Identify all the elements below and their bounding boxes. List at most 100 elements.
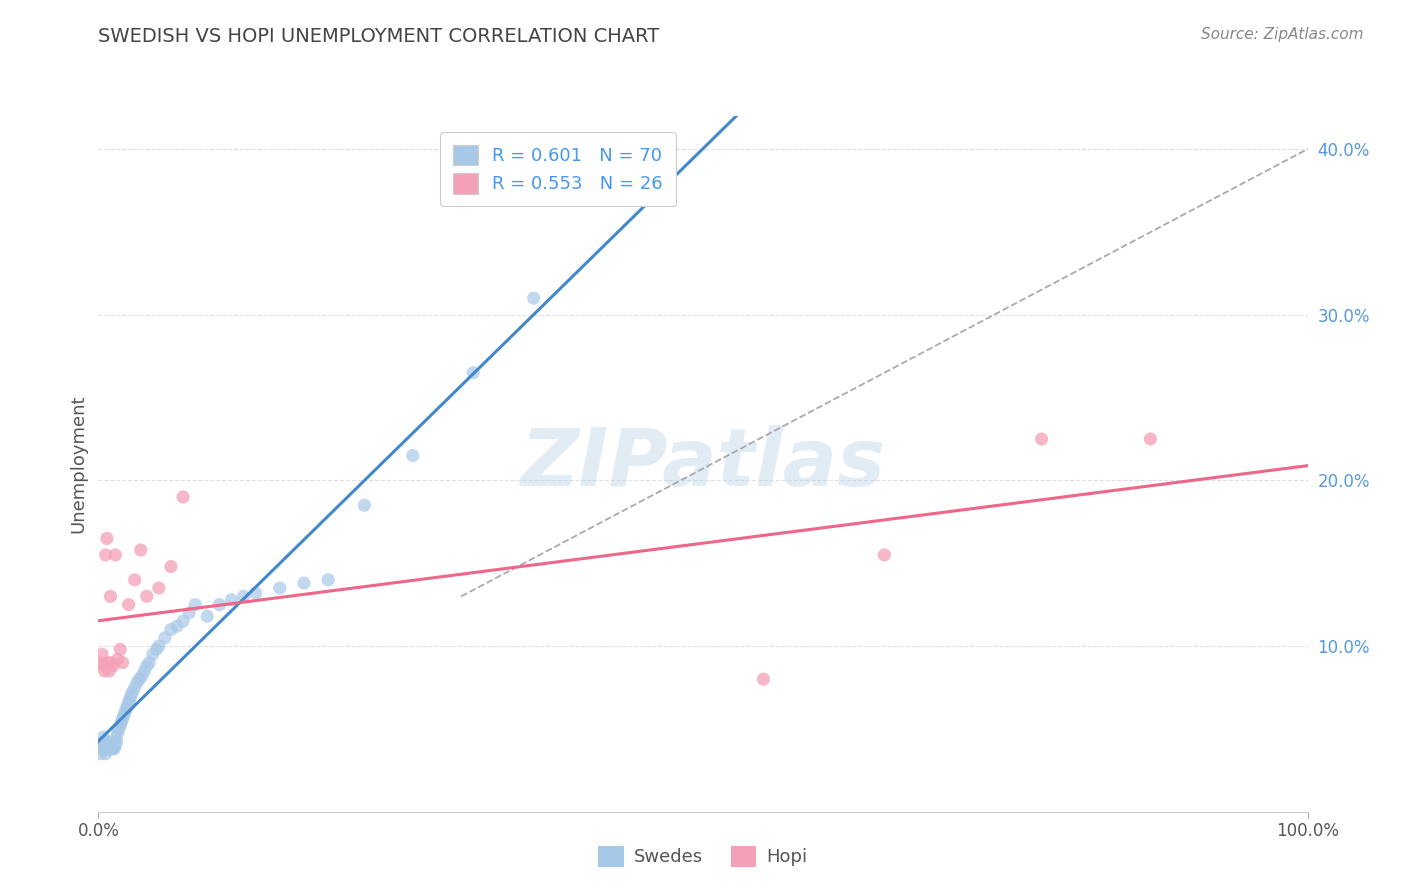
Point — [208, 598, 231, 612]
Point — [118, 598, 141, 612]
Point — [873, 548, 896, 562]
Point — [124, 681, 146, 695]
Point — [93, 664, 115, 678]
Point — [145, 642, 167, 657]
Point — [402, 449, 425, 463]
Point — [148, 639, 170, 653]
Point — [138, 656, 160, 670]
Point — [131, 669, 153, 683]
Point — [108, 722, 131, 736]
Point — [100, 741, 122, 756]
Point — [105, 735, 128, 749]
Point — [232, 590, 254, 604]
Point — [184, 598, 207, 612]
Point — [142, 648, 165, 662]
Text: Source: ZipAtlas.com: Source: ZipAtlas.com — [1201, 27, 1364, 42]
Point — [94, 747, 117, 761]
Point — [135, 590, 157, 604]
Point — [100, 741, 122, 756]
Point — [91, 648, 114, 662]
Point — [93, 739, 115, 753]
Point — [160, 559, 183, 574]
Point — [148, 581, 170, 595]
Point — [153, 631, 176, 645]
Point — [245, 586, 267, 600]
Y-axis label: Unemployment: Unemployment — [69, 394, 87, 533]
Point — [98, 739, 121, 753]
Point — [160, 623, 183, 637]
Point — [100, 739, 122, 753]
Point — [112, 708, 135, 723]
Point — [1031, 432, 1053, 446]
Point — [114, 706, 136, 720]
Text: ZIPatlas: ZIPatlas — [520, 425, 886, 503]
Point — [100, 656, 122, 670]
Point — [98, 741, 121, 756]
Point — [108, 642, 131, 657]
Point — [124, 573, 146, 587]
Point — [127, 675, 149, 690]
Point — [353, 498, 375, 512]
Point — [91, 730, 114, 744]
Point — [177, 606, 201, 620]
Point — [101, 741, 124, 756]
Point — [100, 735, 122, 749]
Text: SWEDISH VS HOPI UNEMPLOYMENT CORRELATION CHART: SWEDISH VS HOPI UNEMPLOYMENT CORRELATION… — [98, 27, 659, 45]
Point — [463, 366, 485, 380]
Point — [110, 715, 132, 730]
Point — [91, 659, 114, 673]
Point — [523, 291, 546, 305]
Point — [90, 656, 112, 670]
Point — [135, 659, 157, 673]
Point — [172, 490, 194, 504]
Point — [129, 543, 152, 558]
Point — [100, 739, 122, 753]
Point — [97, 739, 120, 753]
Point — [1139, 432, 1161, 446]
Point — [91, 735, 114, 749]
Point — [91, 739, 114, 753]
Point — [111, 656, 134, 670]
Point — [195, 609, 218, 624]
Point — [166, 619, 188, 633]
Point — [115, 702, 138, 716]
Point — [96, 532, 118, 546]
Point — [111, 712, 134, 726]
Point — [752, 672, 775, 686]
Point — [172, 614, 194, 628]
Point — [98, 664, 121, 678]
Point — [97, 656, 120, 670]
Point — [93, 741, 115, 756]
Point — [117, 698, 139, 713]
Point — [221, 592, 243, 607]
Point — [91, 741, 114, 756]
Point — [104, 548, 127, 562]
Point — [316, 573, 339, 587]
Point — [128, 672, 150, 686]
Point — [93, 735, 115, 749]
Legend: R = 0.601   N = 70, R = 0.553   N = 26: R = 0.601 N = 70, R = 0.553 N = 26 — [440, 132, 676, 206]
Point — [120, 689, 142, 703]
Point — [103, 735, 125, 749]
Point — [96, 735, 118, 749]
Point — [94, 548, 117, 562]
Point — [94, 741, 117, 756]
Point — [101, 739, 124, 753]
Point — [101, 659, 124, 673]
Point — [105, 730, 128, 744]
Point — [96, 739, 118, 753]
Point — [292, 576, 315, 591]
Point — [134, 664, 156, 678]
Point — [121, 685, 143, 699]
Point — [97, 741, 120, 756]
Point — [108, 718, 131, 732]
Point — [107, 725, 129, 739]
Legend: Swedes, Hopi: Swedes, Hopi — [591, 838, 815, 874]
Point — [97, 735, 120, 749]
Point — [100, 590, 122, 604]
Point — [90, 747, 112, 761]
Point — [118, 692, 141, 706]
Point — [118, 695, 141, 709]
Point — [269, 581, 291, 595]
Point — [107, 652, 129, 666]
